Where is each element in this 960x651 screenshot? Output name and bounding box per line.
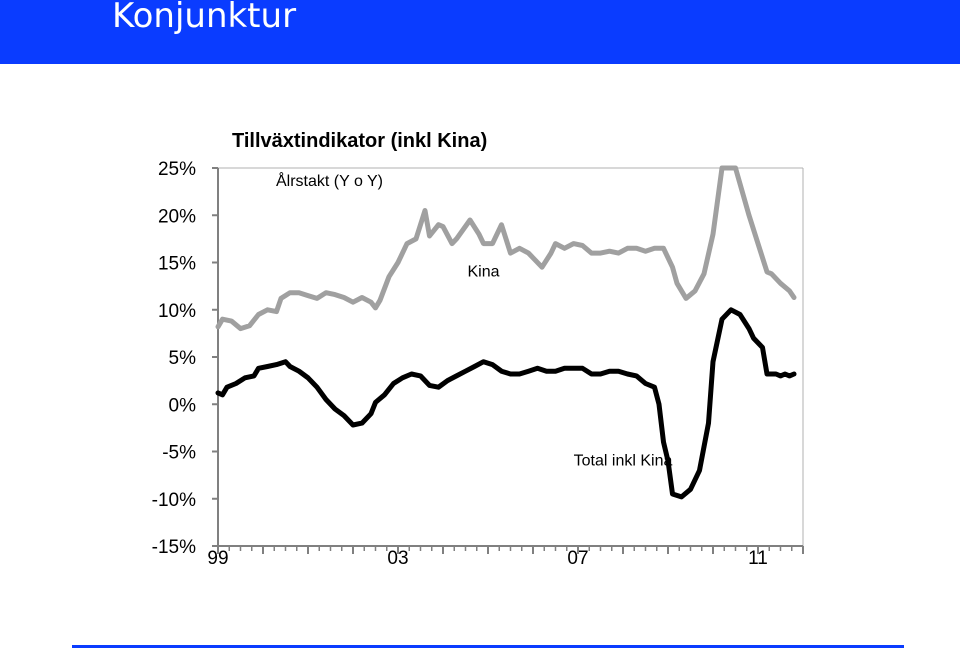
x-tick-label: 03 xyxy=(387,548,408,569)
chart-title: Tillväxtindikator (inkl Kina) xyxy=(232,130,488,152)
x-tick-label: 11 xyxy=(748,548,768,569)
page-title: Konjunktur xyxy=(112,0,297,36)
y-tick-label: 25% xyxy=(158,159,196,180)
y-tick-label: 20% xyxy=(158,206,196,227)
series-line-0 xyxy=(215,165,797,332)
series-label-1: Total inkl Kina xyxy=(574,453,673,470)
series-line-1 xyxy=(215,307,797,500)
y-tick-label: 15% xyxy=(158,254,196,275)
chart-labels: Kina Total inkl Kina xyxy=(467,264,672,470)
y-tick-label: -5% xyxy=(162,443,196,464)
y-tick-label: 10% xyxy=(158,301,196,322)
y-tick-label: 0% xyxy=(169,395,197,416)
chart-axes: 25% 20% 15% 10% 5% 0% -5% -10% -15% 99 03 07 11 xyxy=(152,159,804,569)
y-tick-label: -10% xyxy=(152,490,196,511)
footer-divider xyxy=(72,645,904,648)
x-tick-label: 99 xyxy=(207,548,228,569)
y-tick-label: 5% xyxy=(169,348,197,369)
header-bar: Konjunktur xyxy=(0,0,960,64)
series-label-0: Kina xyxy=(467,264,499,281)
chart-series xyxy=(215,165,797,500)
x-tick-label: 07 xyxy=(567,548,588,569)
chart-subtitle: Ålrstakt (Y o Y) xyxy=(276,173,383,190)
y-tick-label: -15% xyxy=(152,537,196,558)
